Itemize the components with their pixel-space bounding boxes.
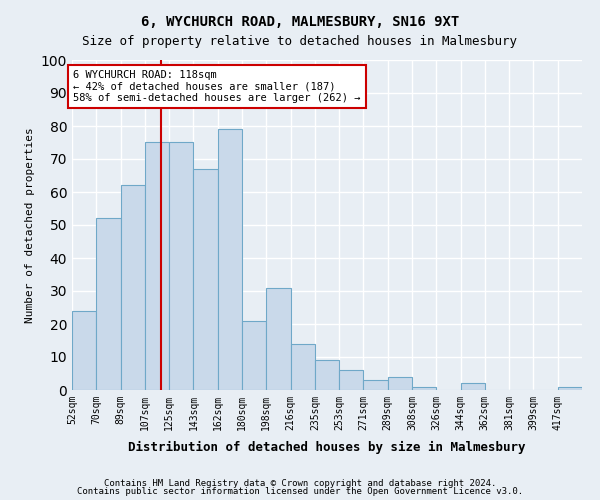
Bar [266, 288, 290, 390]
Bar [461, 384, 485, 390]
Text: 6 WYCHURCH ROAD: 118sqm
← 42% of detached houses are smaller (187)
58% of semi-d: 6 WYCHURCH ROAD: 118sqm ← 42% of detache… [73, 70, 361, 103]
Bar [364, 380, 388, 390]
Bar [72, 311, 96, 390]
Bar [121, 186, 145, 390]
Bar [388, 377, 412, 390]
Bar [412, 386, 436, 390]
Y-axis label: Number of detached properties: Number of detached properties [25, 127, 35, 323]
Bar [193, 169, 218, 390]
X-axis label: Distribution of detached houses by size in Malmesbury: Distribution of detached houses by size … [128, 441, 526, 454]
Bar [96, 218, 121, 390]
Bar [145, 142, 169, 390]
Bar [242, 320, 266, 390]
Bar [169, 142, 193, 390]
Bar [315, 360, 339, 390]
Bar [290, 344, 315, 390]
Bar [218, 130, 242, 390]
Text: Contains public sector information licensed under the Open Government Licence v3: Contains public sector information licen… [77, 487, 523, 496]
Text: Contains HM Land Registry data © Crown copyright and database right 2024.: Contains HM Land Registry data © Crown c… [104, 478, 496, 488]
Bar [558, 386, 582, 390]
Text: 6, WYCHURCH ROAD, MALMESBURY, SN16 9XT: 6, WYCHURCH ROAD, MALMESBURY, SN16 9XT [141, 15, 459, 29]
Bar [339, 370, 364, 390]
Text: Size of property relative to detached houses in Malmesbury: Size of property relative to detached ho… [83, 35, 517, 48]
